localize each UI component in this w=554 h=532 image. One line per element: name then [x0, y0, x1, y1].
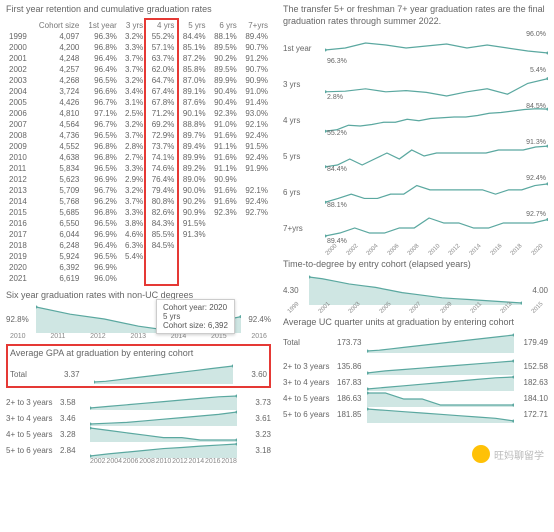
- table-row: 20074,56496.7%3.2%69.2%88.8%91.0%92.1%: [6, 119, 271, 130]
- transfer-row: 6 yrs88.1%92.4%: [283, 175, 548, 209]
- units-breakdown-row: 4+ to 5 years186.63184.10: [283, 391, 548, 407]
- table-header: [6, 20, 32, 31]
- table-header: 3 yrs: [120, 20, 146, 31]
- table-row: 20166,55096.5%3.8%84.3%91.5%: [6, 218, 271, 229]
- table-header: Cohort size: [32, 20, 83, 31]
- table-row: 20186,24896.4%6.3%84.5%: [6, 240, 271, 251]
- gpa-breakdown-row: 3+ to 4 years3.463.61: [6, 410, 271, 426]
- table-row: 20094,55296.8%2.8%73.7%89.4%91.1%91.5%: [6, 141, 271, 152]
- table-header: 6 yrs: [209, 20, 240, 31]
- table-row: 20043,72496.6%3.4%67.4%89.1%90.4%91.0%: [6, 86, 271, 97]
- table-header: 4 yrs: [146, 20, 177, 31]
- transfer-row: 5 yrs84.4%91.3%: [283, 139, 548, 173]
- units-title: Average UC quarter units at graduation b…: [283, 317, 548, 329]
- table-row: 20135,70996.7%3.2%79.4%90.0%91.6%92.1%: [6, 185, 271, 196]
- table-row: 20145,76896.2%3.7%80.8%90.2%91.6%92.4%: [6, 196, 271, 207]
- table-row: 20155,68596.8%3.3%82.6%90.9%92.3%92.7%: [6, 207, 271, 218]
- transfer-charts: 1st year96.3%96.0%3 yrs2.8%5.4%4 yrs55.2…: [283, 31, 548, 245]
- table-row: 19994,09796.3%3.2%55.2%84.4%88.1%89.4%: [6, 31, 271, 42]
- gpa-breakdown-row: 5+ to 6 years2.843.18: [6, 442, 271, 458]
- gpa-title: Average GPA at graduation by entering co…: [10, 348, 267, 360]
- table-header: 5 yrs: [177, 20, 208, 31]
- transfer-row: 4 yrs55.2%84.5%: [283, 103, 548, 137]
- gpa-breakdown: 2+ to 3 years3.583.733+ to 4 years3.463.…: [6, 394, 271, 458]
- transfer-title: The transfer 5+ or freshman 7+ year grad…: [283, 4, 548, 27]
- table-header: 7+yrs: [240, 20, 271, 31]
- table-row: 20064,81097.1%2.5%71.2%90.1%92.3%93.0%: [6, 108, 271, 119]
- watermark-text: 旺妈聊留学: [494, 447, 544, 462]
- units-breakdown: 2+ to 3 years135.86152.583+ to 4 years16…: [283, 359, 548, 423]
- tooltip: Cohort year: 20205 yrsCohort size: 6,392: [156, 299, 235, 334]
- ttd-xticks: 199920012003200520072009201120132015: [283, 305, 548, 311]
- units-breakdown-row: 3+ to 4 years167.83182.63: [283, 375, 548, 391]
- units-breakdown-row: 2+ to 3 years135.86152.58: [283, 359, 548, 375]
- gpa-total-label: Total: [10, 370, 64, 379]
- retention-table: Cohort size1st year3 yrs4 yrs5 yrs6 yrs7…: [6, 20, 271, 284]
- table-header: 1st year: [82, 20, 119, 31]
- transfer-xticks: 2000200220042006200820102012201420162018…: [283, 247, 548, 253]
- retention-title: First year retention and cumulative grad…: [6, 4, 271, 16]
- gpa-section-redbox: Average GPA at graduation by entering co…: [6, 344, 271, 388]
- units-left-val: 173.73: [337, 338, 367, 347]
- transfer-row: 1st year96.3%96.0%: [283, 31, 548, 65]
- watermark: 旺妈聊留学: [472, 445, 544, 463]
- transfer-row: 7+yrs89.4%92.7%: [283, 211, 548, 245]
- sixyear-xticks: 2010201120122013201420152016: [6, 333, 271, 340]
- gpa-xticks: 200220042006200820102012201420162018: [6, 458, 271, 465]
- gpa-breakdown-row: 2+ to 3 years3.583.73: [6, 394, 271, 410]
- table-row: 20054,42696.7%3.1%67.8%87.6%90.4%91.4%: [6, 97, 271, 108]
- ttd-title: Time-to-degree by entry cohort (elapsed …: [283, 259, 548, 271]
- table-row: 20024,25796.4%3.7%62.0%85.8%89.5%90.7%: [6, 64, 271, 75]
- table-row: 20014,24896.4%3.7%63.7%87.2%90.2%91.2%: [6, 53, 271, 64]
- table-row: 20176,04496.9%4.6%85.5%91.3%: [6, 229, 271, 240]
- table-row: 20125,62396.9%2.9%76.4%89.0%90.9%: [6, 174, 271, 185]
- gpa-right-val: 3.60: [233, 370, 267, 379]
- transfer-row: 3 yrs2.8%5.4%: [283, 67, 548, 101]
- table-row: 20115,83496.5%3.3%74.6%89.2%91.1%91.9%: [6, 163, 271, 174]
- units-right-val: 179.49: [514, 338, 548, 347]
- table-row: 20004,20096.8%3.3%57.1%85.1%89.5%90.7%: [6, 42, 271, 53]
- table-row: 20104,63896.8%2.7%74.1%89.9%91.6%92.4%: [6, 152, 271, 163]
- units-breakdown-row: 5+ to 6 years181.85172.71: [283, 407, 548, 423]
- units-total-label: Total: [283, 338, 337, 347]
- table-row: 20084,73696.5%3.7%72.9%89.7%91.6%92.4%: [6, 130, 271, 141]
- table-row: 20034,26896.5%3.2%64.7%87.0%89.9%90.9%: [6, 75, 271, 86]
- table-row: 20216,61996.0%: [6, 273, 271, 284]
- watermark-icon: [472, 445, 490, 463]
- gpa-left-val: 3.37: [64, 370, 94, 379]
- table-row: 20206,39296.9%: [6, 262, 271, 273]
- table-row: 20195,92496.5%5.4%: [6, 251, 271, 262]
- gpa-breakdown-row: 4+ to 5 years3.283.23: [6, 426, 271, 442]
